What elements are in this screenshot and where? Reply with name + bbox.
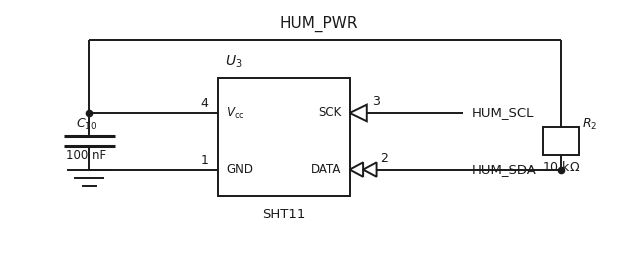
Bar [542,127,579,155]
Text: GND: GND [226,163,253,176]
Text: 1: 1 [200,154,209,167]
Text: $U_3$: $U_3$ [225,54,243,70]
Text: 2: 2 [380,152,387,165]
Text: $V_{\rm cc}$: $V_{\rm cc}$ [226,105,244,121]
Text: SCK: SCK [318,106,342,119]
Text: HUM_SDA: HUM_SDA [472,163,537,176]
Text: 10 k$\Omega$: 10 k$\Omega$ [542,160,580,174]
Text: $R_2$: $R_2$ [582,117,598,132]
Text: $C_{10}$: $C_{10}$ [76,117,97,132]
Text: 4: 4 [200,97,209,110]
Text: 100 nF: 100 nF [66,149,107,162]
Text: 3: 3 [372,95,380,108]
Text: SHT11: SHT11 [262,207,306,220]
Text: HUM_SCL: HUM_SCL [472,106,535,119]
Text: DATA: DATA [311,163,342,176]
Text: HUM_PWR: HUM_PWR [279,16,359,32]
Bar [218,77,350,196]
